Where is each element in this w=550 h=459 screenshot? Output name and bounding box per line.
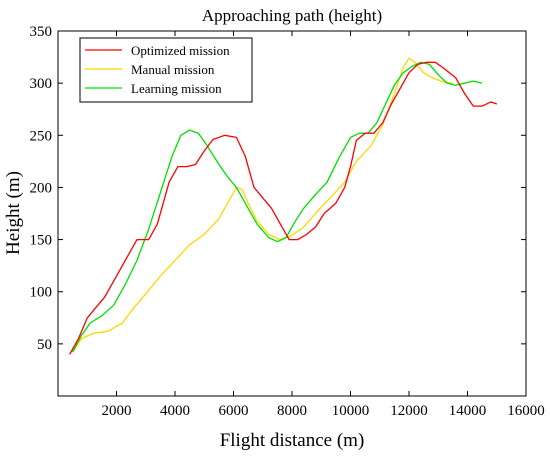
x-tick-label: 16000 (507, 403, 545, 419)
legend: Optimized mission Manual mission Learnin… (79, 37, 253, 103)
y-tick-label: 100 (30, 285, 53, 301)
x-tick-label: 12000 (390, 403, 428, 419)
axis-ticks: 2000 4000 6000 8000 10000 12000 14000 16000 50 10… (30, 24, 545, 419)
y-tick-label: 200 (30, 180, 53, 196)
x-tick-label: 6000 (219, 403, 249, 419)
y-tick-label: 250 (30, 128, 53, 144)
series-line-optimized (69, 61, 498, 355)
legend-label-optimized: Optimized mission (131, 43, 230, 58)
legend-label-learning: Learning mission (131, 81, 222, 96)
y-tick-label: 300 (30, 76, 53, 92)
x-axis-title: Flight distance (m) (220, 430, 365, 451)
x-tick-label: 14000 (449, 403, 487, 419)
legend-box (79, 37, 253, 103)
x-tick-label: 4000 (160, 403, 190, 419)
series-line-manual (72, 57, 453, 353)
series-line-learning (72, 61, 483, 353)
y-tick-label: 150 (30, 233, 53, 249)
x-tick-label: 2000 (102, 403, 132, 419)
series-lines (69, 57, 498, 355)
y-tick-label: 50 (37, 337, 52, 353)
legend-label-manual: Manual mission (131, 62, 215, 77)
chart-title: Approaching path (height) (202, 6, 382, 25)
y-tick-label: 350 (30, 24, 53, 40)
x-tick-label: 8000 (277, 403, 307, 419)
y-axis-title: Height (m) (3, 171, 24, 255)
x-tick-label: 10000 (332, 403, 370, 419)
